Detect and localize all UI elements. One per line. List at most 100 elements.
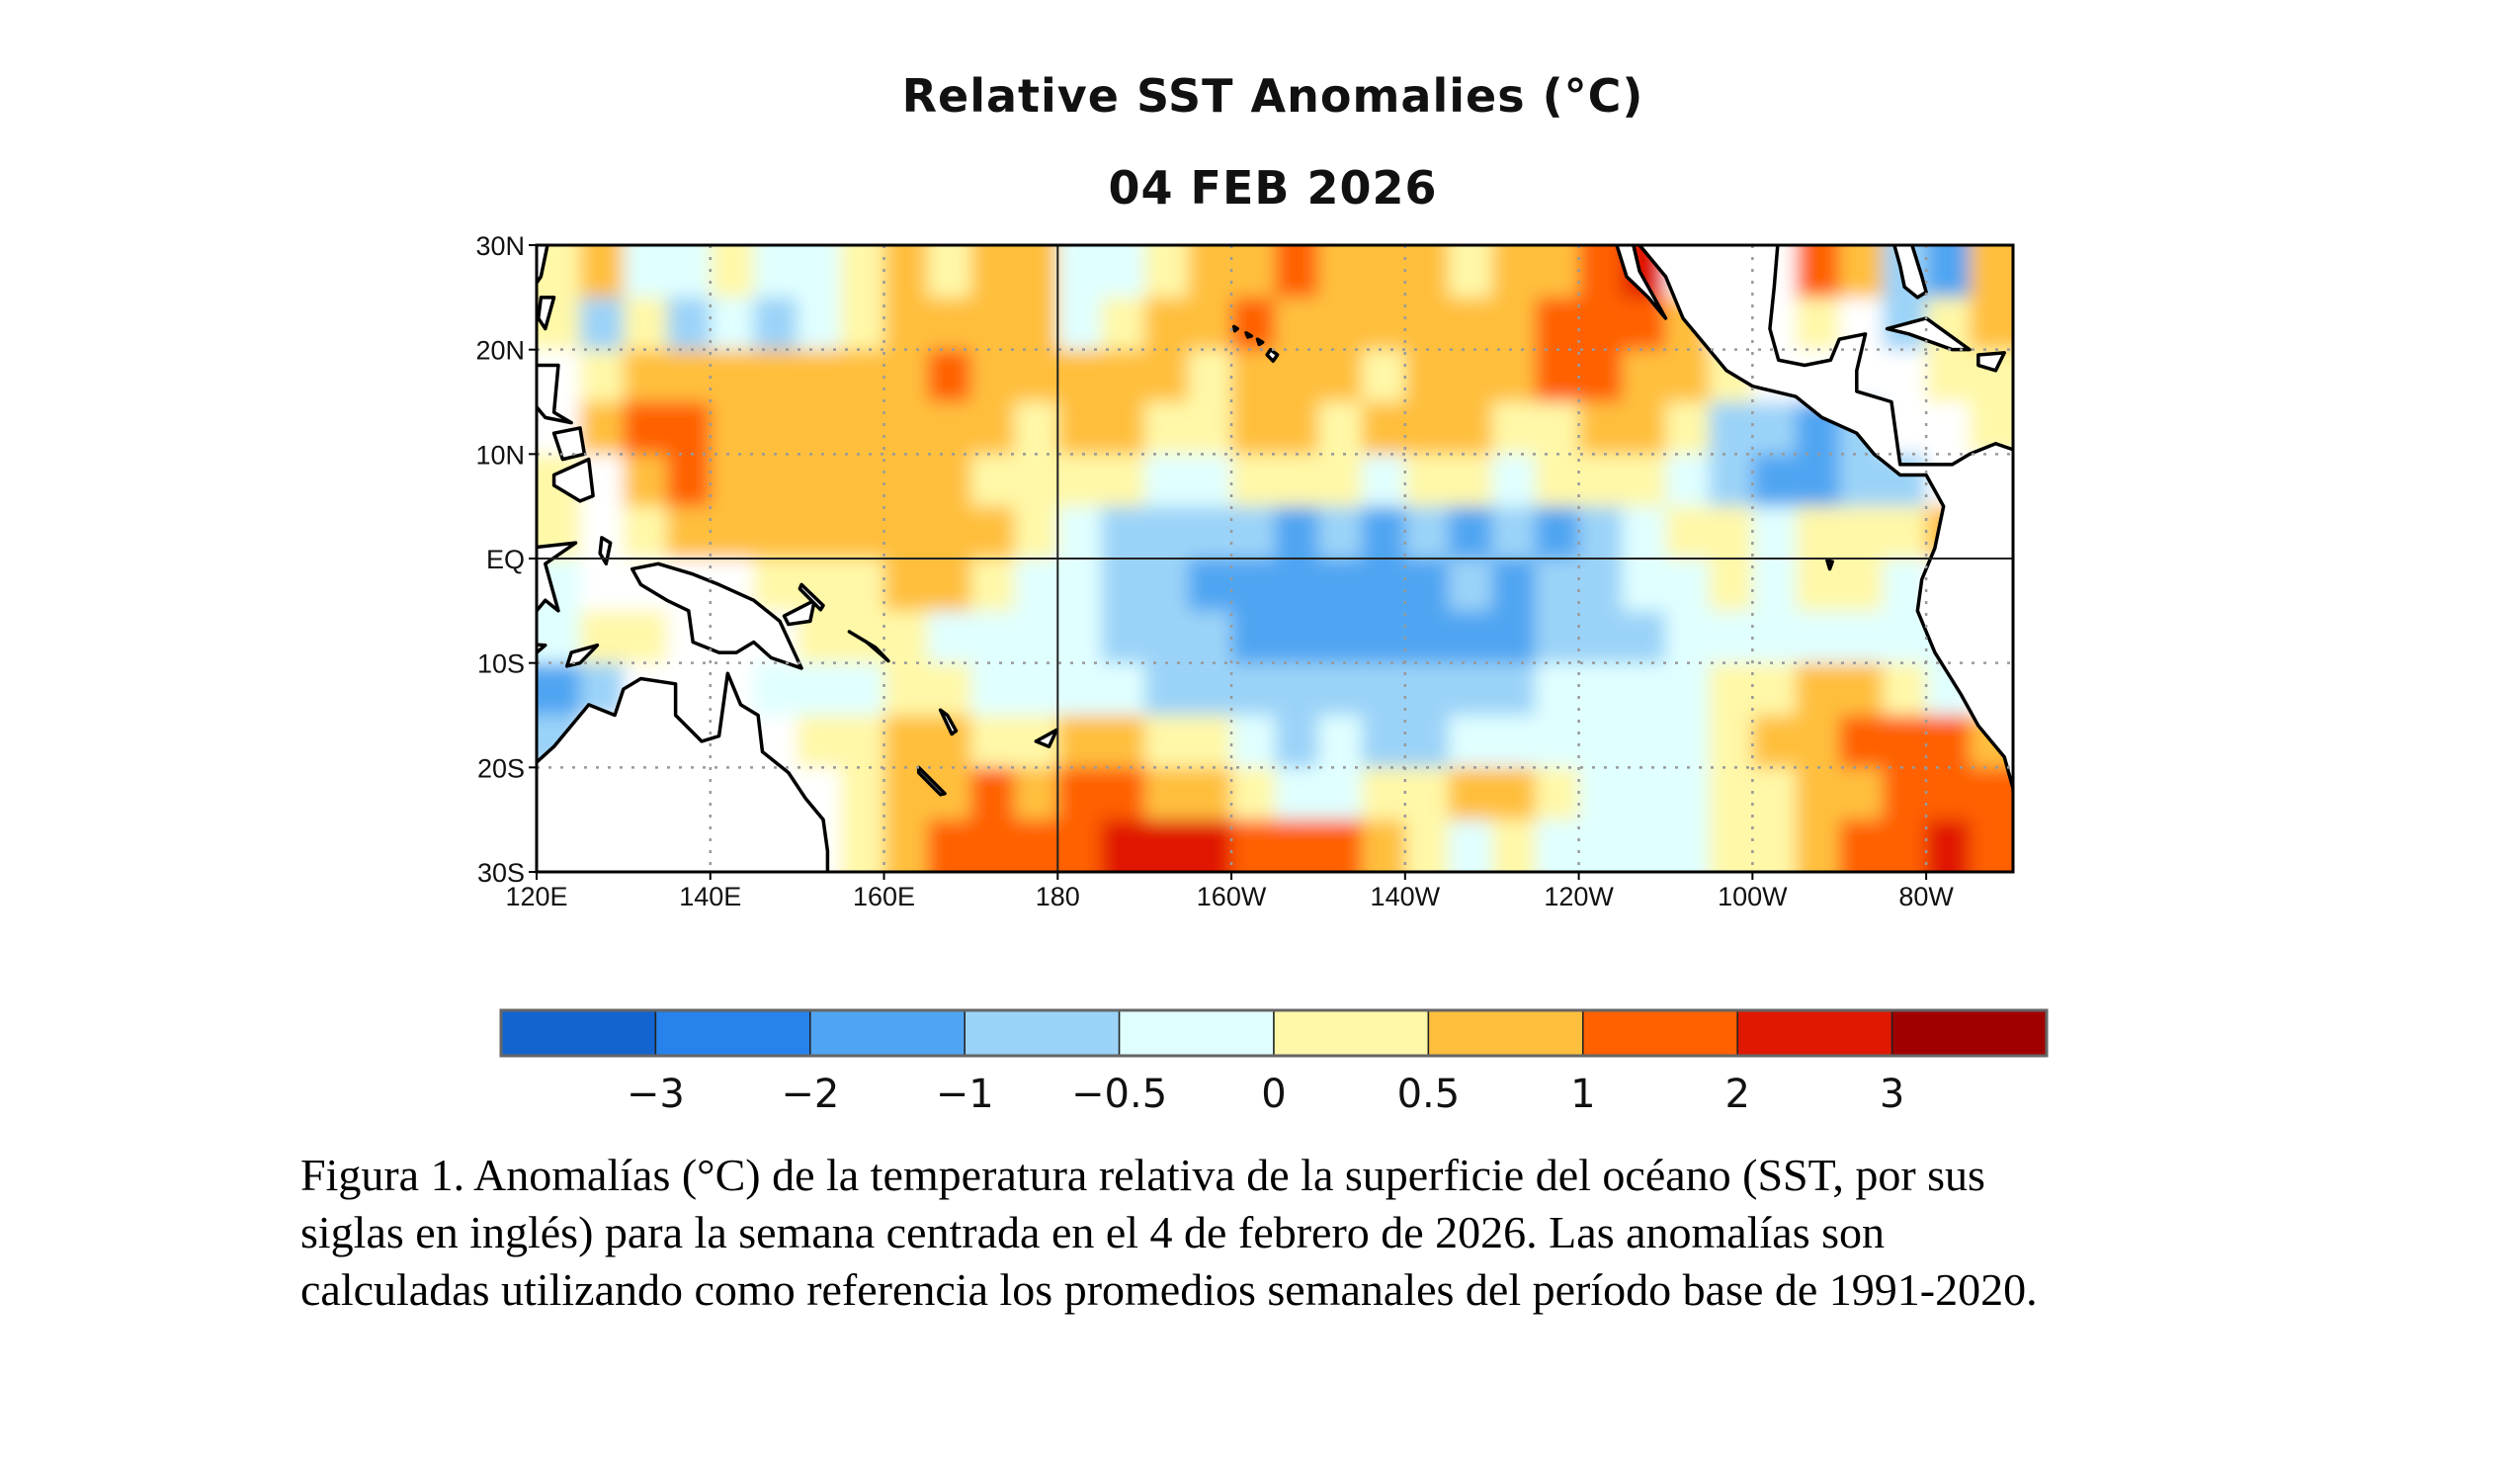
anomaly-cell [1275, 245, 1319, 299]
land-china [537, 245, 549, 287]
anomaly-cell [840, 559, 885, 612]
anomaly-cell [753, 297, 798, 351]
colorbar-label: 1 [1570, 1072, 1595, 1117]
anomaly-cell [1796, 297, 1841, 351]
anomaly-cell [797, 245, 842, 299]
chart-date: 04 FEB 2026 [1108, 161, 1438, 215]
anomaly-cell [1057, 559, 1103, 612]
anomaly-cell [1188, 820, 1233, 872]
anomaly-cell [1535, 245, 1580, 299]
anomaly-cell [1101, 662, 1146, 717]
anomaly-cell [1144, 297, 1190, 351]
x-tick-label: 160W [1197, 882, 1267, 911]
anomaly-cell [1796, 559, 1841, 612]
anomaly-cell [1709, 610, 1754, 664]
anomaly-cell [1275, 506, 1319, 560]
colorbar-swatch [1118, 1009, 1275, 1057]
anomaly-cell [1057, 245, 1103, 299]
anomaly-cell [1578, 820, 1624, 872]
anomaly-cell [623, 610, 668, 664]
anomaly-cell [1317, 297, 1363, 351]
colorbar-label: −0.5 [1071, 1072, 1167, 1117]
anomaly-cell [1231, 245, 1276, 299]
colorbar-swatch [809, 1009, 966, 1057]
anomaly-cell [1448, 297, 1493, 351]
x-tick-label: 100W [1718, 882, 1788, 911]
anomaly-cell [970, 559, 1016, 612]
anomaly-cell [1665, 767, 1711, 821]
land-hawaii2 [1255, 337, 1265, 347]
anomaly-cell [1275, 662, 1319, 717]
caption-line: siglas en inglés) para la semana centrad… [300, 1207, 1885, 1257]
anomaly-cell [1404, 297, 1450, 351]
anomaly-cell [1275, 559, 1319, 612]
anomaly-cell [1101, 245, 1146, 299]
land-vanuatu [938, 708, 959, 736]
anomaly-cell [1752, 506, 1798, 560]
colorbar-swatch [1582, 1009, 1738, 1057]
anomaly-cell [1101, 559, 1146, 612]
anomaly-cell [1361, 559, 1406, 612]
anomaly-cell [1101, 297, 1146, 351]
anomaly-cell [883, 297, 929, 351]
anomaly-cell [1404, 245, 1450, 299]
anomaly-cell [1361, 610, 1406, 664]
anomaly-cell [1752, 820, 1798, 872]
anomaly-cell [797, 506, 842, 560]
colorbar-label: −2 [781, 1072, 839, 1117]
anomaly-cell [1275, 401, 1319, 456]
anomaly-cell [883, 245, 929, 299]
anomaly-cell [1839, 245, 1885, 299]
anomaly-cell [579, 297, 625, 351]
anomaly-cell [1970, 767, 2013, 821]
anomaly-cell [797, 454, 842, 508]
anomaly-cell [1535, 820, 1580, 872]
anomaly-cell [1317, 349, 1363, 403]
anomaly-cell [1361, 662, 1406, 717]
anomaly-cell [1622, 820, 1667, 872]
anomaly-cell [1231, 297, 1276, 351]
x-tick-label: 160E [853, 882, 915, 911]
anomaly-cell [579, 559, 625, 612]
caption-line: Figura 1. Anomalías (°C) de la temperatu… [300, 1150, 1985, 1200]
anomaly-cell [1883, 715, 1928, 769]
anomaly-cell [1578, 559, 1624, 612]
anomaly-cell [1404, 610, 1450, 664]
anomaly-cell [1317, 454, 1363, 508]
anomaly-cell [666, 401, 712, 456]
anomaly-cell [840, 349, 885, 403]
anomaly-cell [1404, 820, 1450, 872]
anomaly-cell [1796, 820, 1841, 872]
anomaly-cell [1188, 401, 1233, 456]
anomaly-cell [927, 506, 972, 560]
anomaly-cell [1491, 767, 1537, 821]
anomaly-cell [1752, 610, 1798, 664]
anomaly-cell [1578, 297, 1624, 351]
anomaly-cell [1796, 245, 1841, 299]
anomaly-cell [537, 662, 581, 717]
anomaly-cell [1883, 820, 1928, 872]
anomaly-cell [970, 820, 1016, 872]
anomaly-cell [927, 245, 972, 299]
anomaly-cell [1970, 820, 2013, 872]
anomaly-cell [666, 349, 712, 403]
anomaly-cell [1622, 767, 1667, 821]
anomaly-cell [1101, 715, 1146, 769]
anomaly-cell [1622, 349, 1667, 403]
anomaly-cell [1101, 820, 1146, 872]
anomaly-cell [1101, 401, 1146, 456]
anomaly-cell [1014, 559, 1059, 612]
anomaly-cell [1578, 610, 1624, 664]
anomaly-cell [1014, 297, 1059, 351]
anomaly-cell [1622, 454, 1667, 508]
colorbar-label: 2 [1724, 1072, 1749, 1117]
anomaly-field [537, 245, 2013, 872]
anomaly-cell [1491, 454, 1537, 508]
anomaly-cell [623, 349, 668, 403]
colorbar-swatch [1890, 1009, 2048, 1057]
anomaly-cell [1144, 662, 1190, 717]
anomaly-cell [970, 767, 1016, 821]
land-hawaii3 [1244, 331, 1254, 339]
anomaly-cell [1622, 715, 1667, 769]
anomaly-cell [1448, 559, 1493, 612]
